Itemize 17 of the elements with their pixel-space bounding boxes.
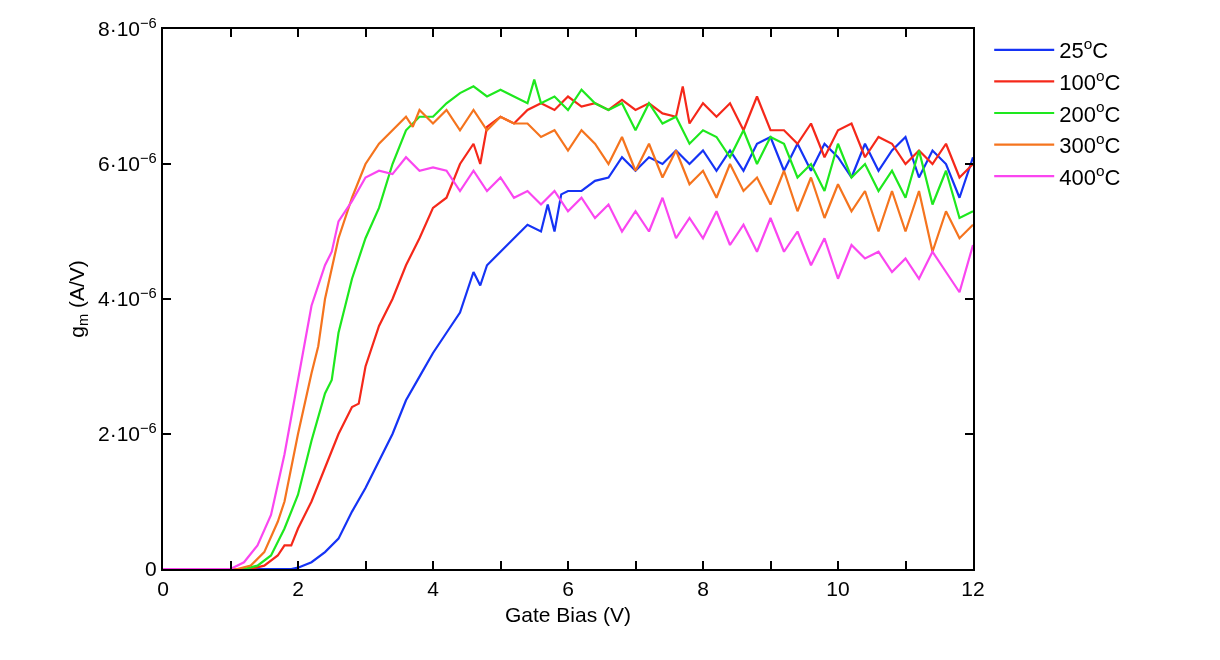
y-tick-label: 2·10$^{−6}$ (98, 419, 157, 446)
legend-label: 200$^{o}$C (1059, 98, 1121, 127)
x-tick-label: 4 (427, 577, 440, 601)
y-tick-label: 4·10$^{−6}$ (98, 284, 157, 311)
y-tick-label: 0 (145, 557, 157, 581)
x-axis-title: Gate Bias (V) (504, 602, 632, 626)
x-tick-label: 12 (961, 577, 985, 601)
legend-label: 25$^{o}$C (1059, 35, 1109, 64)
legend-label: 400$^{o}$C (1059, 161, 1121, 190)
x-tick-label: 6 (562, 577, 574, 601)
x-tick-label: 8 (697, 577, 709, 601)
legend-label: 300$^{o}$C (1059, 129, 1121, 159)
x-tick-label: 2 (292, 577, 304, 601)
x-tick-label: 10 (826, 577, 850, 601)
y-tick-label: 8·10$^{−6}$ (98, 14, 157, 41)
y-tick-label: 6·10$^{−6}$ (98, 149, 157, 176)
legend-label: 100$^{o}$C (1059, 66, 1121, 95)
